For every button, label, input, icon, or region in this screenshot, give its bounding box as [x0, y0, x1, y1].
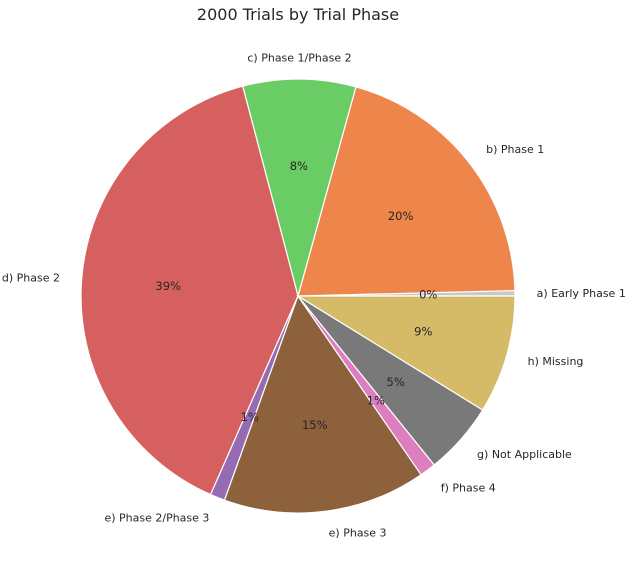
pie-slice-3 [80, 85, 299, 496]
pie-pct-label-6: 1% [367, 393, 385, 407]
pie-pct-label-4: 1% [241, 410, 259, 424]
pie-label-2: c) Phase 1/Phase 2 [247, 51, 351, 64]
chart-title: 2000 Trials by Trial Phase [197, 5, 399, 24]
pie-pct-label-8: 9% [414, 325, 432, 339]
pie-slices [80, 78, 516, 514]
pie-pct-label-7: 5% [387, 375, 405, 389]
pie-label-5: e) Phase 3 [329, 527, 387, 540]
pie-labels: a) Early Phase 1 0% b) Phase 1 20% c) Phase … [2, 51, 625, 539]
pie-label-4: e) Phase 2/Phase 3 [104, 512, 209, 525]
pie-slice-8 [295, 295, 516, 411]
pie-pct-label-1: 20% [388, 209, 414, 223]
pie-slice-1 [297, 86, 516, 297]
pie-label-8: h) Missing [528, 355, 584, 368]
pie-label-7: g) Not Applicable [477, 448, 572, 461]
pie-slice-5 [223, 294, 422, 514]
pie-pct-label-5: 15% [302, 418, 328, 432]
pie-pct-label-0: 0% [419, 287, 437, 301]
pie-label-0: a) Early Phase 1 [537, 287, 625, 300]
pie-label-1: b) Phase 1 [486, 143, 544, 156]
pie-pct-label-2: 8% [290, 159, 308, 173]
pie-label-3: d) Phase 2 [2, 271, 60, 284]
pie-pct-label-3: 39% [155, 279, 181, 293]
pie-label-6: f) Phase 4 [441, 481, 496, 494]
pie-slice-2 [241, 78, 357, 299]
